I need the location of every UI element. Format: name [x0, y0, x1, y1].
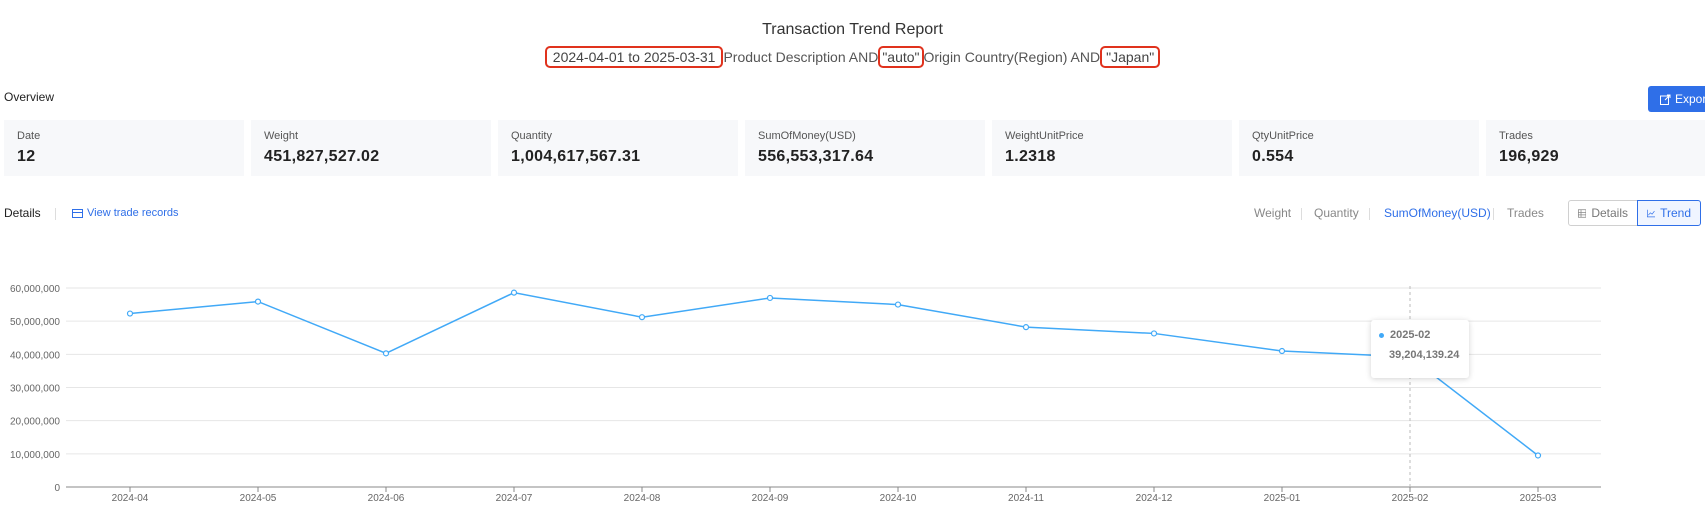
- stat-card-quantity: Quantity 1,004,617,567.31: [498, 120, 738, 176]
- x-tick-label: 2025-02: [1392, 493, 1429, 504]
- x-tick-label: 2024-07: [496, 493, 533, 504]
- details-heading: Details: [4, 206, 41, 220]
- stat-label: Date: [17, 130, 41, 142]
- keyword-highlight: "auto": [878, 46, 924, 68]
- data-point: [126, 310, 134, 317]
- view-trade-records-link[interactable]: View trade records: [72, 207, 179, 219]
- trend-view-button[interactable]: Trend: [1637, 200, 1701, 226]
- details-view-label: Details: [1591, 206, 1628, 220]
- stat-label: Weight: [264, 130, 299, 142]
- stat-value: 12: [17, 148, 36, 165]
- export-label: Export: [1675, 92, 1705, 106]
- stat-card-sum-of-money: SumOfMoney(USD) 556,553,317.64: [745, 120, 985, 176]
- tooltip-period: 2025-02: [1390, 329, 1431, 341]
- stat-value: 1,004,617,567.31: [511, 148, 641, 165]
- y-tick-label: 50,000,000: [10, 317, 60, 328]
- condition-2-text: Origin Country(Region) AND: [923, 49, 1101, 65]
- table-icon: [1578, 208, 1587, 218]
- records-icon: [72, 208, 83, 218]
- stat-card-trades: Trades 196,929: [1486, 120, 1705, 176]
- stat-value: 451,827,527.02: [264, 148, 380, 165]
- report-title: Transaction Trend Report: [762, 21, 943, 38]
- y-tick-label: 60,000,000: [10, 284, 60, 295]
- stat-card-weight: Weight 451,827,527.02: [251, 120, 491, 176]
- data-point: [1278, 347, 1286, 355]
- tab-trades[interactable]: Trades: [1507, 206, 1544, 220]
- y-tick-label: 30,000,000: [10, 384, 60, 395]
- stat-value: 556,553,317.64: [758, 148, 874, 165]
- stat-value: 1.2318: [1005, 148, 1056, 165]
- date-range-highlight: 2024-04-01 to 2025-03-31: [544, 46, 724, 68]
- x-tick-label: 2024-06: [368, 493, 405, 504]
- tab-weight[interactable]: Weight: [1254, 206, 1292, 220]
- x-tick-label: 2024-11: [1008, 493, 1044, 504]
- x-tick-label: 2024-04: [112, 493, 149, 504]
- data-point: [1022, 324, 1030, 331]
- data-point: [1150, 330, 1158, 337]
- x-tick-label: 2024-12: [1136, 493, 1173, 504]
- tooltip-value: 39,204,139.24: [1389, 349, 1460, 361]
- country-highlight: "Japan": [1100, 46, 1161, 68]
- series-dot: [1379, 332, 1384, 338]
- divider: [1301, 208, 1302, 220]
- data-point: [510, 289, 518, 296]
- line-chart-icon: [1647, 209, 1656, 217]
- divider: [1493, 208, 1494, 220]
- view-trade-records-label: View trade records: [87, 207, 179, 219]
- data-point: [894, 301, 902, 308]
- export-icon: [1660, 94, 1671, 105]
- y-tick-label: 20,000,000: [10, 417, 60, 428]
- stat-label: Quantity: [511, 130, 552, 142]
- y-tick-label: 10,000,000: [10, 450, 60, 461]
- y-tick-label: 40,000,000: [10, 350, 60, 361]
- stat-card-date: Date 12: [4, 120, 244, 176]
- stat-card-qty-unit-price: QtyUnitPrice 0.554: [1239, 120, 1479, 176]
- stat-value: 196,929: [1499, 148, 1559, 165]
- details-view-button[interactable]: Details: [1568, 200, 1638, 226]
- x-tick-label: 2025-03: [1520, 493, 1557, 504]
- stat-label: QtyUnitPrice: [1252, 130, 1314, 142]
- divider: [1369, 208, 1370, 220]
- data-point: [1534, 452, 1542, 459]
- stat-value: 0.554: [1252, 148, 1294, 165]
- x-tick-label: 2025-01: [1264, 493, 1301, 504]
- data-point: [638, 314, 646, 321]
- stat-label: Trades: [1499, 130, 1533, 142]
- chart-tooltip: 2025-02 39,204,139.24: [1371, 320, 1469, 378]
- stat-label: SumOfMoney(USD): [758, 130, 856, 142]
- data-point: [382, 350, 390, 357]
- series-line: [129, 291, 1539, 457]
- y-tick-label: 0: [54, 483, 60, 494]
- overview-heading: Overview: [4, 90, 55, 104]
- x-tick-label: 2024-09: [752, 493, 789, 504]
- data-point: [766, 294, 774, 302]
- x-tick-label: 2024-08: [624, 493, 661, 504]
- x-tick-label: 2024-10: [880, 493, 917, 504]
- trend-view-label: Trend: [1660, 206, 1691, 220]
- divider: [55, 208, 56, 220]
- view-toggle: Details Trend: [1568, 200, 1701, 226]
- export-button[interactable]: Export: [1648, 86, 1705, 112]
- stat-label: WeightUnitPrice: [1005, 130, 1084, 142]
- data-point: [254, 298, 262, 305]
- stat-card-weight-unit-price: WeightUnitPrice 1.2318: [992, 120, 1232, 176]
- x-tick-label: 2024-05: [240, 493, 277, 504]
- overview-stats: Date 12 Weight 451,827,527.02 Quantity 1…: [4, 120, 1705, 176]
- report-filter-summary: 2024-04-01 to 2025-03-31 Product Descript…: [0, 46, 1705, 68]
- tab-sum-of-money[interactable]: SumOfMoney(USD): [1384, 206, 1491, 220]
- tab-quantity[interactable]: Quantity: [1314, 206, 1359, 220]
- condition-1-text: Product Description AND: [723, 49, 879, 65]
